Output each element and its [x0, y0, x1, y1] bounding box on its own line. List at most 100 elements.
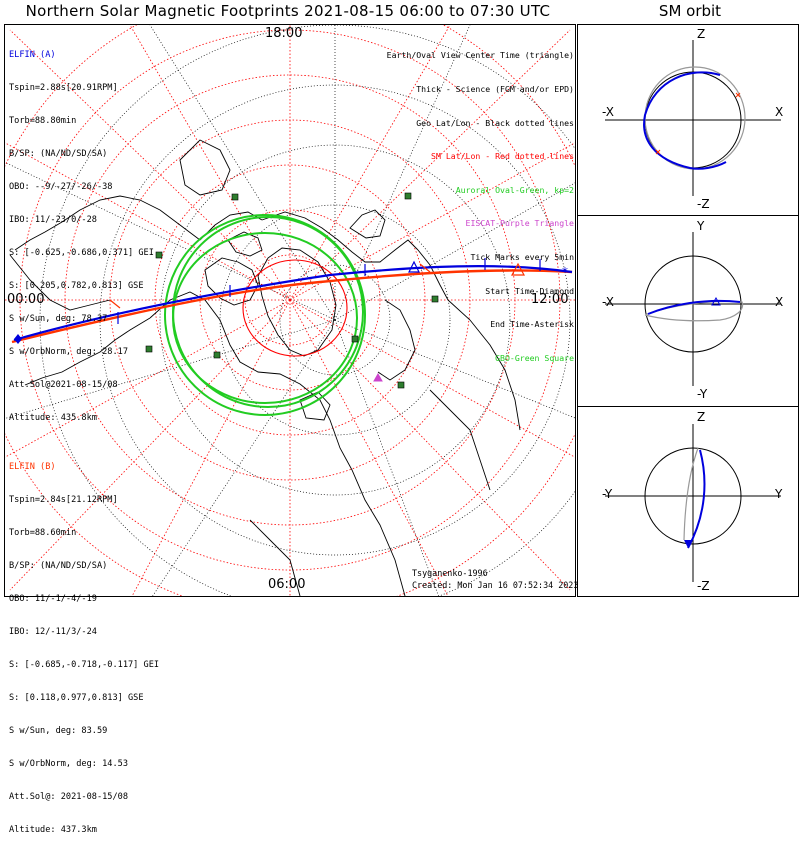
- axis-label-right-1: X: [775, 105, 783, 119]
- gbo-square: [213, 351, 221, 359]
- orbit-title: SM orbit: [658, 2, 722, 20]
- legend-item: Auroral Oval-Green, kp=2: [455, 184, 574, 195]
- gbo-square: [397, 381, 405, 389]
- elfin-a-line: S w/Sun, deg: 78.37: [9, 314, 108, 324]
- orbit-axis-labels: Z -Z -X X Y -Y -X X Z -Z -Y Y: [602, 27, 783, 593]
- legend-item: Earth/Oval View Center Time (triangle): [386, 50, 574, 61]
- arctic-islands-outline: [227, 231, 263, 257]
- elfin-a-ticks: [117, 258, 541, 324]
- gbo-stations: [145, 192, 439, 389]
- svalbard-outline: [349, 209, 386, 239]
- geo-meridian: [149, 25, 336, 321]
- legend-item: SM Lat/Lon - Red dotted lines: [431, 151, 574, 162]
- gbo-square: [431, 295, 439, 303]
- elfin-a-info: ELFIN (A) Tspin=2.88s[20.91RPM] Torb=88.…: [9, 28, 154, 435]
- geo-lat-circle: [99, 84, 571, 556]
- gbo-square: [145, 345, 153, 353]
- asia-inland-outline: [179, 139, 231, 196]
- elfin-a-line: OBO: --9/-27/-26/-38: [9, 182, 113, 192]
- sm-lat-circle: [154, 164, 426, 436]
- elfin-a-line: S: [-0.625,-0.686,0.371] GEI: [9, 248, 154, 258]
- axis-label-left-2: -X: [602, 295, 614, 309]
- elfin-a-line: Altitude: 435.8km: [9, 413, 97, 423]
- elfin-a-line: Tspin=2.88s[20.91RPM]: [9, 83, 118, 93]
- geo-meridian: [5, 319, 336, 419]
- eurasia-north-coast: [199, 211, 263, 241]
- track-tick: [419, 263, 431, 273]
- model-credit: Tsyganenko-1996: [412, 568, 488, 578]
- legend-item: End Time-Asterisk: [490, 319, 574, 330]
- auroral-oval: [164, 214, 366, 416]
- hour-label-00: 00:00: [7, 292, 45, 307]
- geo-meridian: [5, 162, 336, 321]
- eiscat-triangle: [373, 372, 383, 382]
- elfin-b-name: ELFIN (B): [9, 462, 56, 472]
- legend-item: Tick Marks every 5min: [470, 251, 574, 262]
- orbit-a-path: [687, 449, 706, 549]
- auroral-oval-inner: [172, 232, 358, 404]
- map-frame: [4, 24, 576, 597]
- orbit-marker: [735, 92, 741, 98]
- sm-meridian: [9, 299, 291, 591]
- elfin-a-line: IBO: 11/-23/0/-28: [9, 215, 97, 225]
- sm-lat-circle: [199, 209, 381, 391]
- elfin-a-line: S w/OrbNorm, deg: 28.17: [9, 347, 128, 357]
- elfin-b-info: ELFIN (B) Tspin=2.84s[21.12RPM] Torb=88.…: [9, 440, 159, 847]
- axis-label-top-2: Y: [696, 219, 705, 233]
- iceland-outline: [377, 299, 416, 381]
- sm-meridian: [289, 299, 575, 458]
- elfin-a-line: B/SP: (NA/ND/SD/SA): [9, 149, 108, 159]
- legend-item: EISCAT-Purple Triangle: [465, 218, 574, 229]
- elfin-b-line: B/SP: (NA/ND/SD/SA): [9, 561, 108, 571]
- sm-meridian: [5, 299, 291, 458]
- elfin-b-line: OBO: 11/-1/-4/-19: [9, 594, 97, 604]
- elfin-a-line: Torb=88.80min: [9, 116, 77, 126]
- north-america-coast: [149, 291, 406, 596]
- auroral-oval-equatorward: [164, 214, 366, 416]
- elfin-b-line: Altitude: 437.3km: [9, 825, 97, 835]
- orbit-frame: [577, 24, 799, 597]
- hour-label-06: 06:00: [268, 577, 306, 592]
- elfin-a-line: Att.Sol@2021-08-15/08: [9, 380, 118, 390]
- axis-label-left-1: -X: [602, 105, 614, 119]
- elfin-b-line: IBO: 12/-11/3/-24: [9, 627, 97, 637]
- elfin-a-line: S: [0.205,0.782,0.813] GSE: [9, 281, 144, 291]
- gbo-square: [404, 192, 412, 200]
- plot-title: Northern Solar Magnetic Footprints 2021-…: [25, 2, 551, 20]
- sm-meridian: [289, 142, 575, 301]
- europe-coast: [447, 299, 521, 431]
- orbit-triangle: [711, 296, 721, 306]
- orbit-triangle: [684, 540, 692, 548]
- elfin-b-center-triangle: [510, 262, 526, 276]
- sm-polar-ring: [242, 259, 348, 357]
- sm-meridian: [131, 299, 291, 596]
- axis-label-bottom-2: -Y: [697, 387, 708, 401]
- legend: Earth/Oval View Center Time (triangle) T…: [387, 28, 574, 375]
- orbit-panel-yz: [605, 424, 781, 582]
- sm-grid: [5, 25, 575, 596]
- gbo-square: [351, 335, 359, 343]
- gbo-square: [155, 251, 163, 259]
- elfin-b-line: S: [0.118,0.977,0.813] GSE: [9, 693, 144, 703]
- axis-label-top-3: Z: [697, 410, 705, 424]
- footprint-map: * Z -Z -X X Y -Y -X X Z: [4, 24, 799, 597]
- orbit-b-gray: [644, 301, 744, 322]
- geo-meridian: [334, 182, 575, 321]
- elfin-b-track: [11, 269, 573, 344]
- geo-meridian: [334, 25, 471, 321]
- axis-label-top-1: Z: [697, 27, 705, 41]
- legend-item: Thick - Science (FGM and/or EPD): [416, 84, 574, 94]
- axis-label-right-2: X: [775, 295, 783, 309]
- axis-label-bottom-1: -Z: [697, 197, 710, 211]
- elfin-b-line: Att.Sol@: 2021-08-15/08: [9, 792, 128, 802]
- elfin-b-line: Torb=88.60min: [9, 528, 77, 538]
- orbit-panel-xy: [605, 232, 781, 386]
- sm-meridian: [289, 299, 571, 591]
- arctic-islands-outline: [204, 257, 259, 306]
- earth-circle: [644, 447, 742, 545]
- track-tick: [109, 299, 121, 309]
- eurasia-north-coast: [14, 195, 201, 251]
- orbit-b-gray: [683, 447, 699, 541]
- geo-lat-circle: [159, 144, 511, 496]
- geo-meridian: [334, 319, 439, 596]
